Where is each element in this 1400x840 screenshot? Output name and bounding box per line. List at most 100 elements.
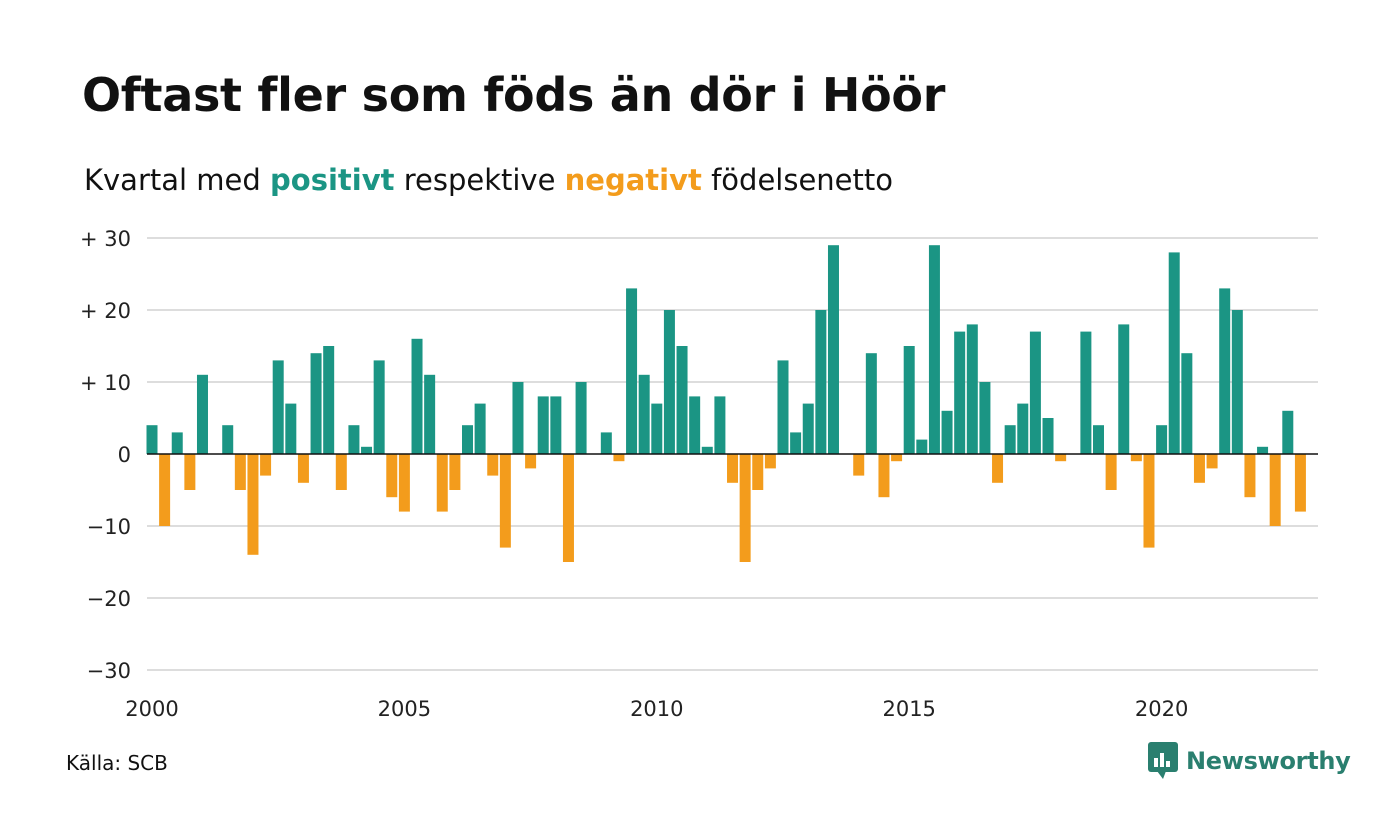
bar-positive (1231, 310, 1243, 454)
bar-positive (966, 324, 978, 454)
bar-negative (1130, 454, 1142, 462)
bar-negative (449, 454, 461, 490)
bar-negative (247, 454, 259, 555)
bar-positive (474, 403, 486, 454)
bar-positive (865, 353, 877, 454)
bar-positive (222, 425, 234, 454)
bar-positive (323, 346, 335, 454)
bar-positive (790, 432, 802, 454)
brand-name: Newsworthy (1186, 747, 1351, 775)
y-tick-label: + 10 (80, 371, 131, 395)
bar-negative (297, 454, 309, 483)
bars (146, 245, 1306, 562)
bar-negative (1105, 454, 1117, 490)
bar-positive (777, 360, 789, 454)
bar-positive (1080, 331, 1092, 454)
bar-positive (1017, 403, 1029, 454)
bar-negative (562, 454, 574, 562)
bar-positive (512, 382, 524, 454)
bar-positive (941, 410, 953, 454)
bar-positive (361, 446, 373, 454)
bar-positive (903, 346, 915, 454)
bar-negative (1269, 454, 1281, 526)
subtitle-middle: respektive (394, 163, 565, 197)
bar-negative (1244, 454, 1256, 498)
subtitle-suffix: födelsenetto (701, 163, 893, 197)
bar-positive (575, 382, 587, 454)
bar-negative (1294, 454, 1306, 512)
bar-negative (613, 454, 625, 462)
x-axis-ticks: 2000 2005 2010 2015 2020 (125, 697, 1188, 721)
bar-negative (159, 454, 171, 526)
bar-positive (651, 403, 663, 454)
bar-positive (676, 346, 688, 454)
bar-positive (1118, 324, 1130, 454)
chart-subtitle: Kvartal med positivt respektive negativt… (84, 163, 893, 197)
bar-positive (916, 439, 928, 454)
bar-negative (739, 454, 751, 562)
bar-positive (638, 374, 650, 454)
bar-positive (146, 425, 158, 454)
bar-positive (1042, 418, 1054, 454)
bar-negative (386, 454, 398, 498)
bar-negative (184, 454, 196, 490)
bar-positive (802, 403, 814, 454)
bar-positive (196, 374, 208, 454)
x-tick-label: 2020 (1135, 697, 1188, 721)
bar-negative (752, 454, 764, 490)
bar-positive (701, 446, 713, 454)
bar-positive (424, 374, 436, 454)
bar-negative (853, 454, 865, 476)
x-tick-label: 2000 (125, 697, 178, 721)
bar-positive (1156, 425, 1168, 454)
bar-positive (1004, 425, 1016, 454)
y-tick-label: 0 (118, 443, 131, 467)
bar-positive (663, 310, 675, 454)
bar-positive (285, 403, 297, 454)
x-tick-label: 2010 (630, 697, 683, 721)
bar-negative (234, 454, 246, 490)
bar-negative (398, 454, 410, 512)
bar-positive (827, 245, 839, 454)
bar-positive (689, 396, 701, 454)
bar-negative (1193, 454, 1205, 483)
x-tick-label: 2015 (882, 697, 935, 721)
bar-positive (1029, 331, 1041, 454)
y-tick-label: −10 (87, 515, 131, 539)
bar-positive (600, 432, 612, 454)
x-tick-label: 2005 (378, 697, 431, 721)
bar-positive (1282, 410, 1294, 454)
bar-positive (815, 310, 827, 454)
bar-positive (272, 360, 284, 454)
bar-negative (1055, 454, 1067, 462)
bar-positive (550, 396, 562, 454)
bar-positive (1093, 425, 1104, 454)
y-tick-label: + 30 (80, 227, 131, 251)
chart-title: Oftast fler som föds än dör i Höör (82, 68, 946, 122)
bar-negative (436, 454, 448, 512)
bar-positive (1168, 252, 1180, 454)
bar-negative (487, 454, 499, 476)
bar-positive (1219, 288, 1231, 454)
subtitle-negative: negativt (564, 163, 702, 197)
bar-positive (310, 353, 322, 454)
bar-negative (992, 454, 1004, 483)
bar-negative (335, 454, 347, 490)
bar-negative (1206, 454, 1218, 469)
grid-lines (147, 237, 1318, 671)
bar-positive (714, 396, 726, 454)
bar-positive (348, 425, 360, 454)
bar-negative (891, 454, 903, 462)
bar-negative (499, 454, 511, 548)
y-tick-label: −20 (87, 587, 131, 611)
bar-negative (525, 454, 537, 469)
bar-positive (462, 425, 473, 454)
source-note: Källa: SCB (66, 751, 168, 775)
bar-negative (727, 454, 739, 483)
bar-positive (373, 360, 385, 454)
bar-positive (1257, 446, 1269, 454)
newsworthy-logo-icon (1148, 742, 1178, 779)
y-tick-label: −30 (87, 659, 131, 683)
newsworthy-logo: Newsworthy (1148, 742, 1351, 780)
